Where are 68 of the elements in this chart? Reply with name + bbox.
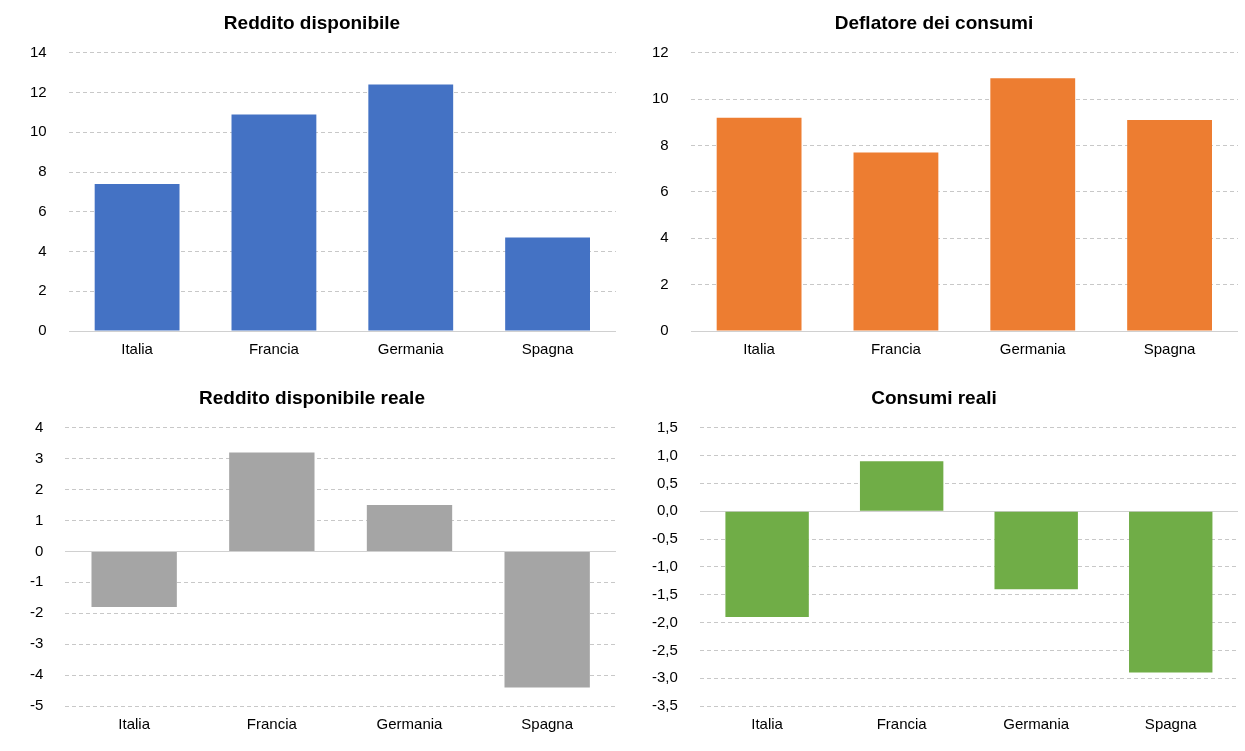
bar [505,237,590,331]
x-tick-label: Italia [751,715,784,733]
y-tick-label: -3 [29,634,44,652]
y-tick-label: 0,5 [656,473,678,491]
bar [91,551,177,608]
chart-title: Consumi reali [871,386,997,408]
y-tick-label: 4 [34,417,44,435]
y-tick-label: -5 [29,696,44,714]
y-tick-label: 8 [38,162,47,180]
chart-title: Reddito disponibile [223,11,401,33]
y-tick-label: 10 [652,89,669,107]
x-tick-label: Francia [246,715,298,733]
chart-title: Deflatore dei consumi [834,11,1034,33]
bar [94,183,180,331]
y-tick-label: 0 [38,321,47,339]
x-tick-label: Germania [999,340,1067,358]
y-tick-label: 2 [34,479,44,497]
y-tick-label: 12 [652,42,669,60]
bar [231,114,317,331]
x-tick-label: Spagna [521,715,574,733]
bar [853,152,939,331]
y-tick-label: -2,0 [651,612,678,630]
bar [1127,120,1212,331]
bar [716,117,802,331]
y-tick-label: 2 [660,274,669,292]
x-tick-label: Italia [121,340,154,358]
y-tick-label: -3,0 [651,668,678,686]
y-tick-label: -3,5 [651,696,678,714]
y-tick-label: -2 [29,603,44,621]
y-tick-label: 0,0 [656,501,678,519]
y-tick-label: 10 [30,122,47,140]
y-tick-label: 14 [30,42,47,60]
y-tick-label: 8 [660,135,669,153]
y-tick-label: 6 [38,201,47,219]
y-tick-label: 0 [660,321,669,339]
x-tick-label: Francia [248,340,300,358]
x-tick-label: Spagna [1143,340,1197,358]
y-tick-label: -1,5 [651,584,678,602]
x-tick-label: Italia [118,715,151,733]
y-tick-label: 2 [38,281,47,299]
y-tick-label: -1,0 [651,557,678,575]
y-tick-label: 4 [38,241,47,259]
y-tick-label: -2,5 [651,640,678,658]
y-tick-label: 4 [660,228,669,246]
x-tick-label: Germania [377,340,445,358]
x-tick-label: Spagna [521,340,575,358]
y-tick-label: -0,5 [651,529,678,547]
bar [990,78,1076,331]
x-tick-label: Germania [1003,715,1070,733]
x-tick-label: Italia [743,340,776,358]
y-tick-label: -1 [29,572,44,590]
bar [504,551,590,688]
x-tick-label: Germania [376,715,444,733]
y-tick-label: 6 [660,182,669,200]
x-tick-label: Francia [876,715,928,733]
y-tick-label: 3 [34,448,44,466]
bar [366,505,453,551]
y-tick-label: -4 [29,665,44,683]
y-tick-label: 1,5 [656,417,678,435]
y-tick-label: 0 [34,541,44,559]
x-tick-label: Francia [870,340,922,358]
y-tick-label: 12 [30,82,47,100]
chart-title: Reddito disponibile reale [199,386,425,408]
y-tick-label: 1,0 [656,445,678,463]
bar [229,452,315,551]
x-tick-label: Spagna [1144,715,1198,733]
y-tick-label: 1 [34,510,44,528]
bar [368,84,454,331]
